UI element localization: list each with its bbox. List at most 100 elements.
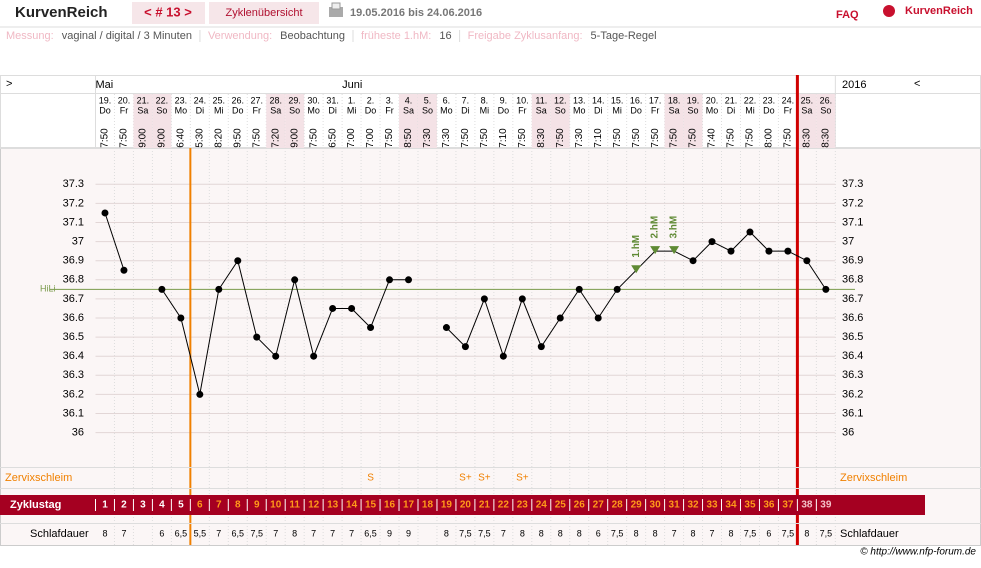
y-tick-label-right: 36.3: [842, 369, 863, 381]
y-tick-label: 36.9: [63, 255, 84, 267]
cycle-day-label: Zyklustag: [10, 499, 61, 511]
info-label: Verwendung:: [208, 30, 272, 42]
time-label: 6:40: [176, 128, 187, 148]
temperature-point: [803, 257, 811, 265]
temperature-point: [348, 304, 356, 312]
y-tick-label: 37.1: [63, 216, 84, 228]
temperature-point: [822, 285, 830, 293]
cycle-day: 24: [536, 500, 548, 511]
weekday-label: So: [156, 105, 167, 115]
brand-icon-shape: [883, 5, 895, 17]
cycle-nav[interactable]: < # 13 >: [144, 4, 192, 19]
time-label: 7:50: [460, 128, 471, 148]
mucus-label-right: Zervixschleim: [840, 472, 907, 484]
weekday-label: Di: [461, 105, 470, 115]
date-label: 30.: [307, 95, 320, 105]
y-tick-label-right: 36.8: [842, 274, 863, 286]
tab[interactable]: Zyklenübersicht: [225, 7, 302, 19]
nav-right[interactable]: <: [914, 78, 920, 90]
sleep-value: 8: [804, 528, 809, 538]
date-label: 20.: [706, 95, 719, 105]
cycle-day: 30: [650, 500, 662, 511]
temperature-point: [784, 247, 792, 255]
date-label: 14.: [592, 95, 605, 105]
cycle-day-bar: [0, 495, 925, 515]
time-label: 7:30: [422, 128, 433, 148]
temperature-point: [177, 314, 185, 322]
logo[interactable]: KurvenReich: [15, 4, 108, 21]
weekend-shade: [152, 94, 172, 148]
time-label: 7:30: [574, 128, 585, 148]
y-tick-label-right: 36.1: [842, 407, 863, 419]
sleep-value: 7,5: [611, 528, 624, 538]
sleep-value: 7: [121, 528, 126, 538]
temperature-point: [234, 257, 242, 265]
time-label: 7:50: [555, 128, 566, 148]
temperature-point: [405, 276, 413, 284]
temperature-point: [101, 209, 109, 217]
sleep-value: 8: [444, 528, 449, 538]
faq[interactable]: FAQ: [836, 9, 859, 21]
temperature-point: [461, 343, 469, 351]
sleep-value: 7: [710, 528, 715, 538]
nav-left[interactable]: >: [6, 78, 12, 90]
sleep-value: 8: [577, 528, 582, 538]
weekday-label: Mo: [706, 105, 719, 115]
weekday-label: Mo: [573, 105, 586, 115]
time-label: 7:50: [745, 128, 756, 148]
printer-icon[interactable]: [329, 2, 343, 17]
y-tick-label: 36.3: [63, 369, 84, 381]
sleep-label-right: Schlafdauer: [840, 528, 899, 540]
date-label: 26.: [820, 95, 833, 105]
mucus-label: Zervixschleim: [5, 472, 72, 484]
weekend-shade: [399, 94, 418, 148]
date-range: 19.05.2016 bis 24.06.2016: [350, 7, 482, 19]
cycle-day: 29: [631, 500, 643, 511]
weekend-shade: [266, 94, 286, 148]
sleep-value: 8: [728, 528, 733, 538]
date-label: 16.: [630, 95, 643, 105]
weekday-label: Do: [630, 105, 642, 115]
weekday-label: Fr: [385, 105, 394, 115]
y-tick-label: 36.1: [63, 407, 84, 419]
cycle-day: 21: [479, 500, 491, 511]
sleep-value: 6,5: [232, 528, 245, 538]
sleep-value: 7,5: [478, 528, 491, 538]
weekday-label: Mo: [307, 105, 320, 115]
cycle-day: 9: [254, 500, 260, 511]
cycle-day: 6: [197, 500, 203, 511]
date-label: 9.: [500, 95, 508, 105]
weekday-label: Mi: [745, 105, 755, 115]
weekday-label: Do: [498, 105, 510, 115]
sleep-value: 7: [216, 528, 221, 538]
time-label: 7:50: [669, 128, 680, 148]
hm-label: 1.hM: [631, 235, 642, 258]
time-label: 7:50: [100, 128, 111, 148]
hm-label: 3.hM: [669, 216, 680, 239]
sleep-value: 7,5: [820, 528, 833, 538]
sleep-value: 8: [520, 528, 525, 538]
time-label: 7:40: [707, 128, 718, 148]
sleep-value: 8: [653, 528, 658, 538]
temperature-point: [386, 276, 394, 284]
temperature-point: [158, 285, 166, 293]
temperature-point: [708, 238, 716, 246]
weekend-shade: [417, 94, 437, 148]
weekday-label: So: [688, 105, 699, 115]
time-label: 7:50: [119, 128, 130, 148]
y-tick-label-right: 37.2: [842, 197, 863, 209]
date-label: 23.: [763, 95, 776, 105]
sleep-label: Schlafdauer: [30, 528, 89, 540]
tab-box[interactable]: [209, 2, 319, 24]
y-tick-label: 37: [72, 236, 84, 248]
cycle-day: 35: [744, 500, 756, 511]
date-label: 8.: [481, 95, 489, 105]
time-label: 9:00: [289, 128, 300, 148]
sleep-value: 7: [349, 528, 354, 538]
nav-box[interactable]: [132, 2, 205, 24]
date-label: 31.: [326, 95, 339, 105]
weekend-shade: [550, 94, 570, 148]
cycle-day: 27: [593, 500, 605, 511]
